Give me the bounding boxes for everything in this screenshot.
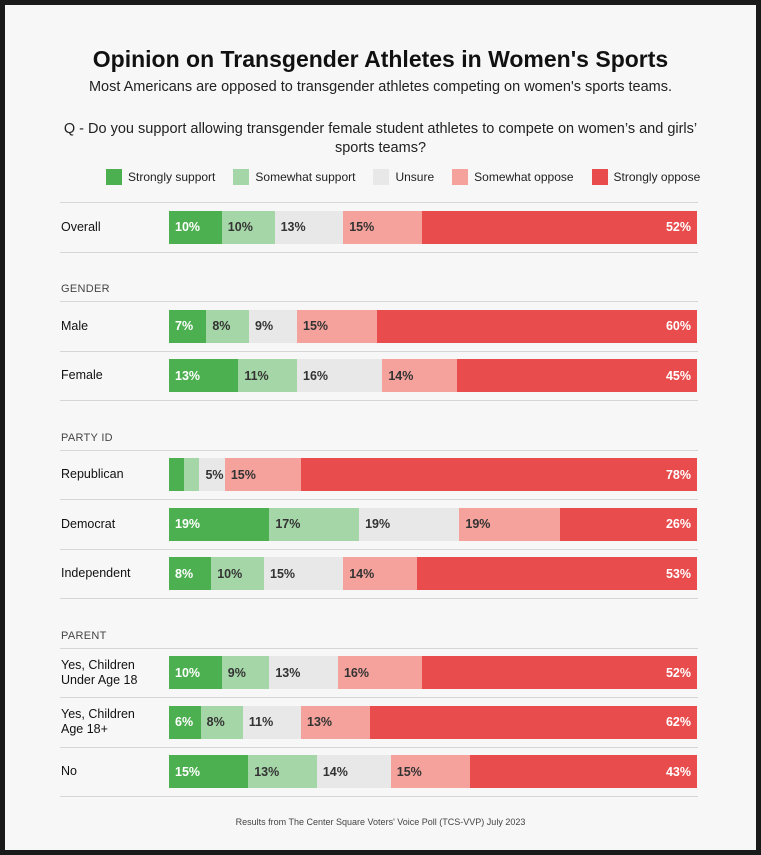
- legend-item: Strongly support: [106, 169, 215, 185]
- bar-segment: 6%: [169, 705, 201, 739]
- bar-segment: 8%: [206, 309, 249, 343]
- bar-segment: 14%: [316, 755, 391, 788]
- row-divider: [60, 548, 698, 550]
- row-label: No: [61, 764, 77, 778]
- row-divider: [60, 647, 698, 649]
- legend-label: Somewhat support: [255, 170, 356, 184]
- bar-segment: 13%: [274, 210, 344, 244]
- row-divider: [60, 499, 698, 500]
- bar-segment: 14%: [382, 359, 457, 392]
- question-line-2: sports teams?: [334, 140, 427, 156]
- bar-segment: 26%: [559, 507, 697, 541]
- row-label: Overall: [61, 219, 101, 234]
- bar-segment: 9%: [249, 309, 297, 343]
- section-label: PARENT: [61, 629, 107, 642]
- legend-label: Strongly oppose: [613, 170, 701, 184]
- bar-segment: 52%: [422, 210, 697, 244]
- legend-item: Somewhat oppose: [452, 169, 574, 185]
- bar-segment: 15%: [390, 755, 470, 788]
- bar-segment: 45%: [457, 359, 697, 392]
- legend-label: Unsure: [395, 170, 435, 184]
- bar-segment: 10%: [221, 210, 275, 244]
- legend-label: Strongly support: [128, 170, 216, 184]
- section-label: GENDER: [61, 283, 110, 295]
- legend-swatch: [591, 169, 608, 185]
- bar-segment: 8%: [200, 705, 243, 739]
- row-divider: [60, 301, 698, 302]
- row-divider: [60, 746, 698, 748]
- row-divider: [60, 202, 698, 203]
- row-label: Yes, Children Age 18+: [61, 707, 135, 736]
- bar-segment: 15%: [343, 210, 423, 244]
- bar-segment: 13%: [248, 755, 317, 788]
- bar-segment: 10%: [211, 557, 265, 590]
- row-divider: [60, 350, 698, 352]
- bar-segment: 9%: [221, 656, 270, 689]
- legend-swatch: [233, 169, 250, 185]
- bar-segment: 14%: [343, 557, 418, 590]
- bar-segment: 13%: [169, 359, 239, 392]
- legend-item: Somewhat support: [233, 169, 355, 185]
- legend-item: Unsure: [373, 169, 434, 185]
- bar-segment: 10%: [169, 210, 222, 244]
- bar-segment: 10%: [169, 656, 222, 689]
- bar-segment: 11%: [242, 705, 301, 739]
- bar-segment: 17%: [269, 507, 360, 541]
- bar-segment: 19%: [169, 507, 270, 541]
- row-label: Female: [61, 368, 103, 382]
- legend-label: Somewhat oppose: [474, 170, 574, 184]
- row-divider: [60, 697, 698, 698]
- row-divider: [60, 598, 698, 599]
- bar-segment: 15%: [297, 309, 377, 343]
- chart-subtitle: Most Americans are opposed to transgende…: [88, 79, 673, 95]
- legend-item: Strongly oppose: [591, 169, 701, 185]
- row-label: Yes, Children Under Age 18: [61, 657, 138, 687]
- bar-segment: 19%: [359, 507, 460, 541]
- chart-title: Opinion on Transgender Athletes in Women…: [92, 46, 669, 72]
- row-divider: [60, 400, 698, 401]
- survey-question: Q - Do you support allowing transgender …: [60, 120, 701, 158]
- bar-segment: 7%: [169, 309, 207, 343]
- row-divider: [60, 251, 698, 253]
- row-label: Democrat: [61, 516, 116, 531]
- bar-segment: 15%: [224, 458, 301, 491]
- bar-segment: [169, 458, 185, 491]
- bar-segment: 78%: [301, 458, 697, 491]
- source-footer: Results from The Center Square Voters' V…: [235, 817, 526, 827]
- bar-segment: 60%: [377, 309, 697, 343]
- bar-segment: 19%: [459, 507, 560, 541]
- question-line-1: Q - Do you support allowing transgender …: [63, 121, 698, 137]
- bar-segment: 11%: [238, 359, 297, 392]
- bar-segment: 15%: [264, 557, 344, 590]
- bar-segment: 62%: [369, 705, 697, 739]
- bar-segment: 13%: [301, 705, 370, 739]
- row-divider: [60, 449, 698, 451]
- row-label: Male: [61, 318, 89, 333]
- bar-segment: 52%: [422, 656, 697, 689]
- legend-swatch: [373, 169, 390, 185]
- bar-segment: [184, 458, 200, 491]
- row-divider: [60, 796, 698, 797]
- bar-segment: 8%: [169, 557, 212, 590]
- bar-segment: 5%: [199, 458, 225, 491]
- bar-segment: 43%: [469, 755, 697, 788]
- legend-swatch: [452, 169, 469, 185]
- bar-segment: 16%: [297, 359, 383, 392]
- bar-segment: 15%: [169, 755, 249, 788]
- bar-segment: 53%: [417, 557, 697, 590]
- bar-segment: 16%: [337, 656, 423, 689]
- section-label: PARTY ID: [61, 431, 113, 444]
- bar-segment: 13%: [269, 656, 338, 689]
- row-label: Republican: [61, 467, 124, 481]
- row-label: Independent: [61, 566, 131, 580]
- legend-swatch: [106, 169, 122, 185]
- legend: Strongly support Somewhat support Unsure So…: [106, 168, 718, 186]
